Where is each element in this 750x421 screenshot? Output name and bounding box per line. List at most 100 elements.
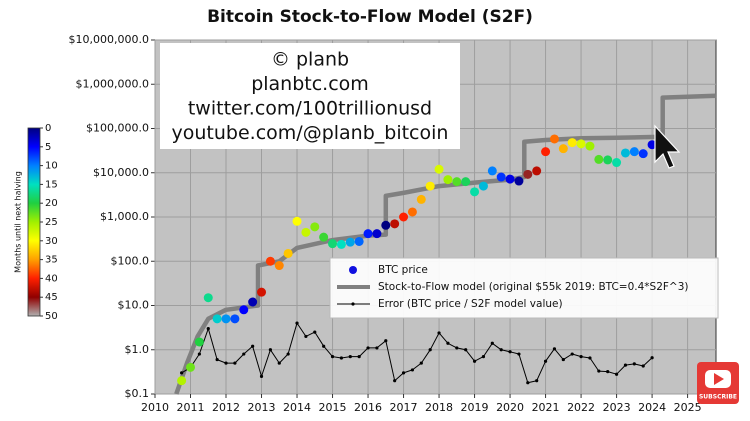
colorbar — [27, 127, 41, 317]
x-tick-label: 2024 — [638, 401, 666, 414]
x-tick-label: 2014 — [283, 401, 311, 414]
error-point — [251, 344, 255, 348]
annotation: twitter.com/100trillionusd — [188, 98, 432, 120]
colorbar-tick-label: 0 — [45, 123, 51, 134]
error-point — [268, 348, 272, 352]
price-point — [567, 138, 577, 148]
error-point — [570, 352, 574, 356]
price-point — [576, 139, 586, 149]
price-point — [603, 155, 613, 165]
y-tick-label: $1,000.0 — [100, 210, 149, 223]
error-point — [641, 364, 645, 368]
error-point — [464, 348, 468, 352]
price-point — [283, 248, 293, 258]
legend-marker — [349, 266, 357, 274]
price-point — [407, 207, 417, 217]
error-point — [384, 339, 388, 343]
error-point — [428, 348, 432, 352]
x-tick-label: 2022 — [567, 401, 595, 414]
colorbar-tick-label: 15 — [45, 179, 58, 190]
price-point — [221, 314, 231, 324]
price-point — [186, 362, 196, 372]
x-tick-label: 2019 — [461, 401, 489, 414]
colorbar-tick-label: 45 — [45, 292, 58, 303]
error-point — [339, 356, 344, 360]
error-point — [206, 327, 210, 331]
error-point — [455, 346, 459, 350]
error-point — [401, 371, 406, 375]
error-point — [535, 379, 539, 383]
price-point — [390, 219, 400, 229]
error-point — [366, 346, 370, 350]
error-point — [499, 348, 503, 352]
annotation: planbtc.com — [251, 73, 369, 95]
x-tick-label: 2020 — [496, 401, 524, 414]
x-tick-label: 2013 — [248, 401, 276, 414]
price-point — [523, 169, 533, 179]
error-point — [552, 347, 557, 351]
x-tick-label: 2017 — [390, 401, 418, 414]
price-point — [292, 216, 302, 226]
price-point — [354, 236, 364, 246]
colorbar-tick-label: 5 — [45, 142, 51, 153]
legend-label: Error (BTC price / S2F model value) — [378, 298, 563, 310]
price-point — [425, 181, 435, 191]
error-point — [632, 362, 636, 366]
price-point — [319, 232, 329, 242]
error-point — [614, 372, 619, 376]
price-point — [514, 176, 524, 186]
price-point — [257, 287, 267, 297]
y-tick-label: $1.0 — [125, 343, 150, 356]
legend-marker — [351, 302, 355, 306]
price-point — [638, 149, 648, 159]
error-point — [375, 346, 379, 350]
error-point — [437, 331, 441, 335]
price-point — [558, 144, 568, 154]
price-point — [505, 174, 515, 184]
price-point — [265, 256, 275, 266]
legend-box — [329, 257, 719, 319]
x-tick-label: 2018 — [425, 401, 453, 414]
colorbar-tick-label: 10 — [45, 161, 58, 172]
price-point — [248, 297, 258, 307]
colorbar-tick-label: 35 — [45, 255, 58, 266]
y-tick-label: $100.0 — [111, 254, 150, 267]
error-point — [357, 355, 361, 359]
y-tick-label: $10,000,000.0 — [69, 33, 149, 46]
price-point — [532, 166, 542, 176]
error-point — [215, 357, 219, 362]
error-point — [543, 359, 548, 363]
error-point — [623, 363, 628, 367]
error-point — [393, 379, 397, 383]
price-point — [585, 141, 595, 151]
price-point — [470, 187, 480, 197]
y-tick-label: $100,000.0 — [86, 122, 149, 135]
price-point — [301, 227, 311, 237]
price-point — [230, 314, 240, 324]
error-point — [517, 352, 521, 356]
error-point — [313, 330, 317, 334]
price-point — [239, 305, 249, 315]
error-point — [330, 355, 335, 359]
price-point — [612, 158, 622, 168]
price-point — [177, 376, 187, 386]
legend-label: BTC price — [378, 264, 428, 276]
price-point — [620, 148, 630, 158]
colorbar-label: Months until next halving — [14, 171, 23, 273]
price-point — [443, 175, 453, 185]
x-tick-label: 2021 — [532, 401, 560, 414]
error-point — [606, 370, 610, 374]
price-point — [203, 293, 213, 303]
annotation: © planb — [271, 49, 349, 71]
price-point — [363, 229, 373, 239]
error-point — [481, 355, 486, 359]
price-point — [399, 212, 409, 222]
price-point — [487, 166, 497, 176]
error-point — [242, 352, 246, 356]
x-tick-label: 2012 — [212, 401, 240, 414]
legend-label: Stock-to-Flow model (original $55k 2019:… — [378, 281, 689, 293]
cursor — [654, 124, 681, 169]
price-point — [496, 172, 506, 182]
colorbar-tick-label: 50 — [45, 311, 58, 322]
